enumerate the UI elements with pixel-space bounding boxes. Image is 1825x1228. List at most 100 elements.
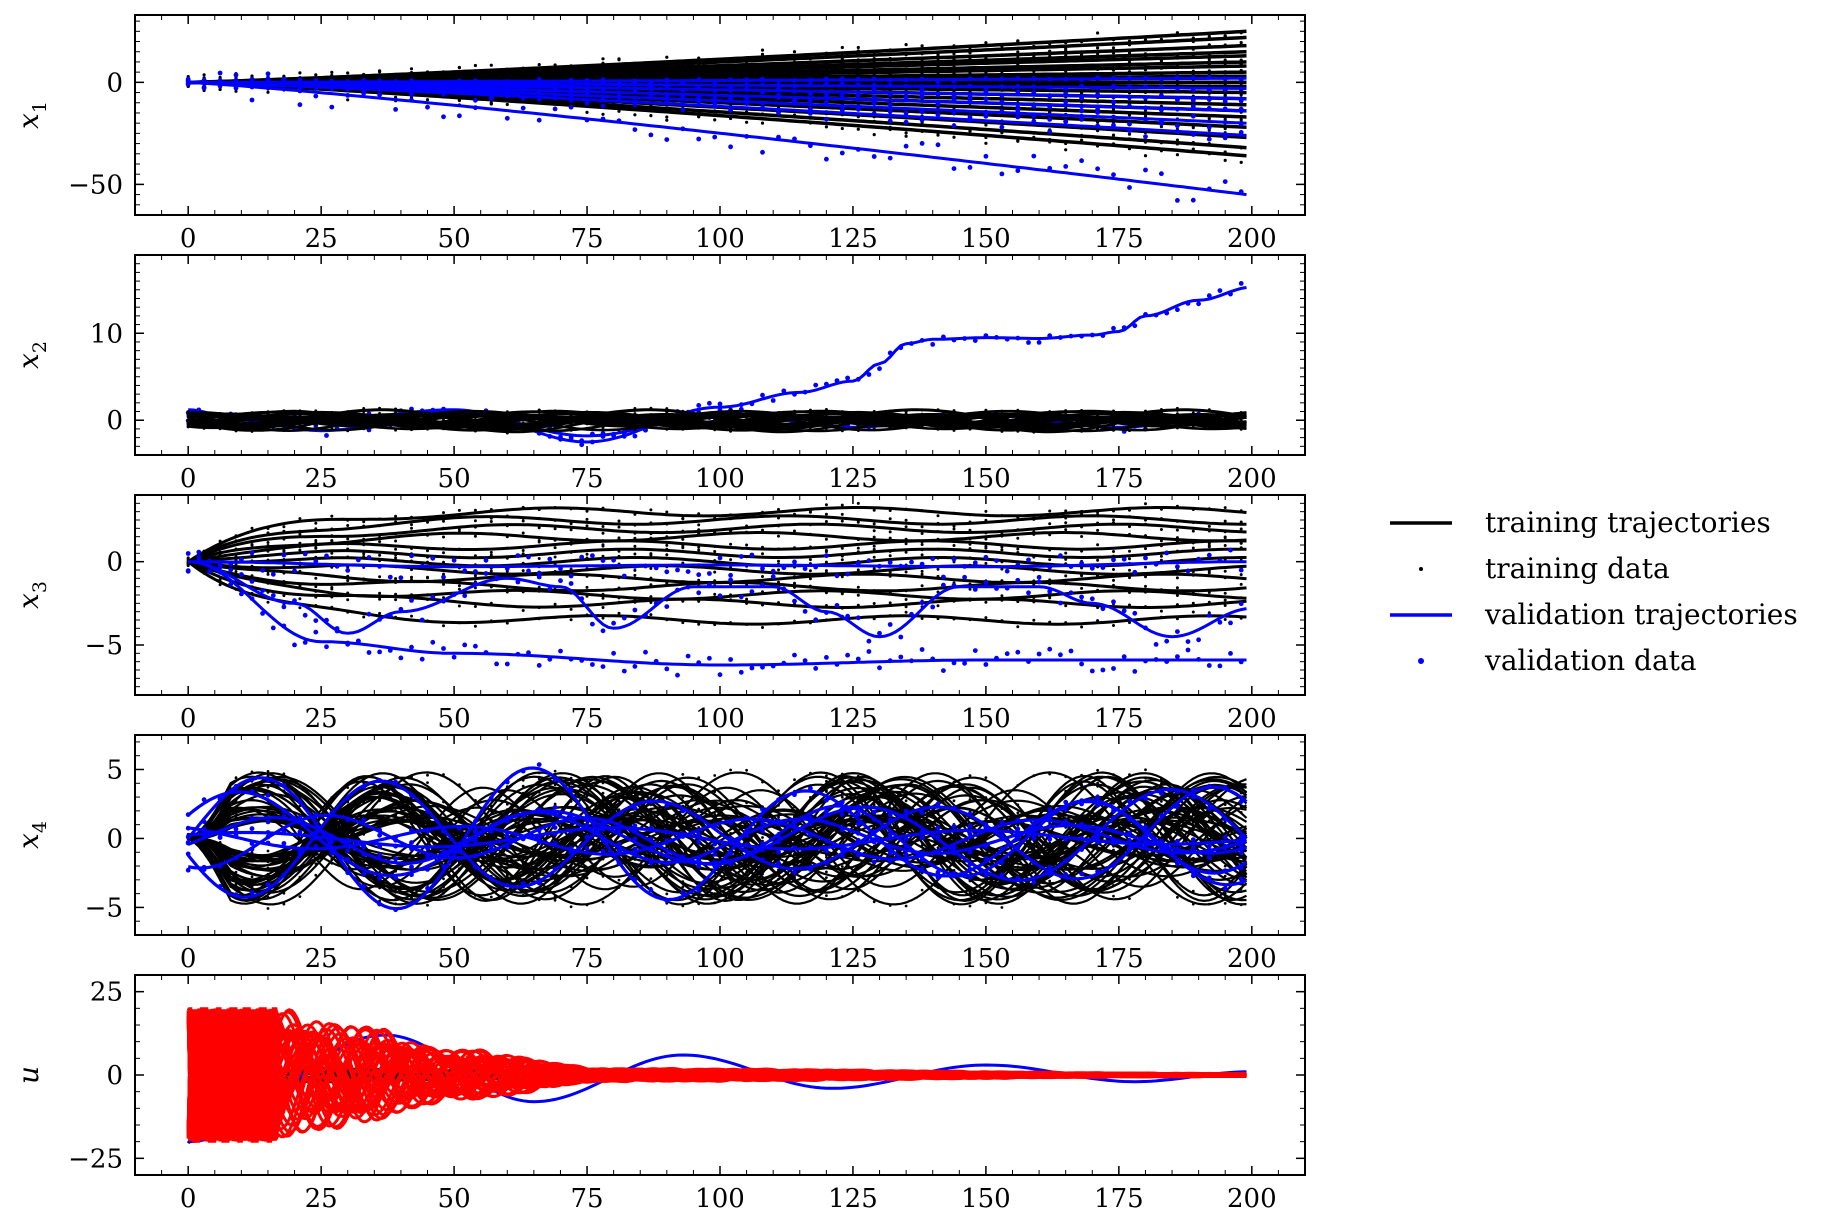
data-point [984,427,988,431]
data-point [777,547,780,551]
data-point [840,410,844,414]
data-point [366,650,372,655]
data-point [1048,72,1052,76]
data-point [1095,85,1100,91]
data-point [186,410,190,414]
data-point [903,77,909,83]
data-point [888,590,892,594]
data-point [777,507,780,511]
data-point [1207,142,1211,146]
data-point [1207,524,1211,528]
data-point [584,100,590,106]
data-point [1111,83,1116,89]
data-point [1190,113,1196,119]
data-point [553,546,557,550]
data-point [792,50,797,54]
data-point [601,61,605,65]
data-point [839,95,845,100]
data-point [600,431,606,436]
data-point [442,422,445,426]
data-point [552,106,558,112]
data-point [839,91,845,97]
data-point [919,84,925,90]
data-point [489,553,493,557]
data-point [808,111,813,116]
data-point [616,84,622,89]
data-point [903,83,909,89]
data-point [250,536,254,539]
data-point [600,116,606,122]
data-point [1143,312,1148,317]
data-point [1159,507,1163,511]
data-point [968,598,972,602]
data-point [729,566,733,570]
data-point [697,528,701,532]
data-point [1132,323,1138,329]
data-point [713,109,717,113]
data-point [920,569,924,573]
data-point [1111,114,1116,120]
x-tick-label: 125 [828,224,878,254]
data-point [1112,533,1115,537]
data-point [504,93,510,99]
data-point [362,594,366,598]
data-point [265,76,271,82]
data-point [1048,515,1052,519]
data-point [282,571,286,575]
data-point [202,549,206,553]
data-point [665,522,669,526]
data-point [856,520,860,524]
data-point [1112,414,1115,418]
data-point [713,428,717,432]
data-point [568,77,574,83]
data-point [802,609,808,614]
data-point [1175,138,1179,142]
data-point [1207,91,1211,95]
data-point [712,100,718,106]
data-point [1175,97,1180,103]
data-point [442,582,445,586]
training-trajectory [187,531,1247,564]
data-point [1143,658,1148,664]
data-point [1143,131,1148,135]
data-point [745,530,749,534]
data-point [266,581,270,585]
data-point [1127,132,1132,136]
data-point [984,141,988,145]
data-point [904,409,908,413]
data-point [346,574,350,578]
data-point [761,413,764,416]
data-point [1223,530,1227,534]
data-point [1058,335,1063,340]
data-point [1238,659,1244,665]
data-point [394,553,398,557]
data-point [1048,620,1052,624]
data-point [919,76,925,82]
data-point [729,68,733,72]
data-point [745,597,749,601]
data-point [1096,619,1100,623]
data-point [872,522,876,526]
data-point [1191,79,1195,83]
data-point [616,90,622,96]
data-point [872,108,876,112]
data-point [1223,569,1227,573]
data-point [1175,307,1180,313]
data-point [1015,108,1021,113]
data-point [1032,428,1036,432]
data-point [999,124,1005,130]
data-point [1239,509,1243,513]
data-point [1127,91,1132,95]
data-point [1175,536,1179,540]
data-point [1032,430,1036,434]
data-point [745,555,749,559]
data-point [1064,551,1068,555]
data-point [362,407,366,410]
data-point [1191,36,1195,40]
data-point [521,618,525,622]
data-point [585,594,589,598]
data-point [489,569,493,573]
